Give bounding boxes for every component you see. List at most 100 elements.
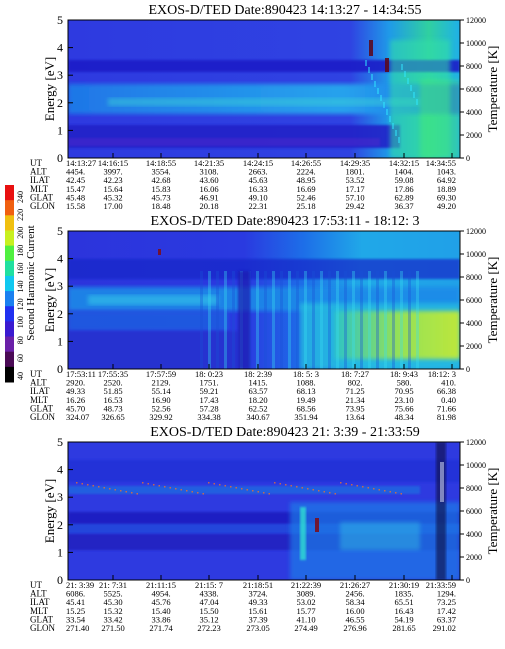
orbit-value: 2224. [296,167,315,177]
orbit-value: 45.76 [151,597,170,607]
x-tick-label: 14:16:15 [98,158,128,168]
orbit-value: 1801. [345,167,364,177]
orbit-value: 36.37 [394,201,413,211]
spectrogram-image-3 [68,442,460,580]
orbit-value: 46.55 [345,614,364,624]
chart-title-3: EXOS-D/TED Date:890423 21: 3:39 - 21:33:… [150,425,419,440]
colorbar-tick-label: 140 [16,281,25,293]
orbit-value: 53.52 [345,175,364,185]
y-tick-label: 3 [57,68,63,82]
colorbar-tick-label: 220 [16,209,25,221]
orbit-row-label-alt: ALT [30,378,47,388]
orbit-value: 16.00 [345,606,364,616]
x-tick-label: 14:13:27 [66,158,96,168]
chart-title-1: EXOS-D/TED Date:890423 14:13:27 - 14:34:… [149,3,422,18]
y-tick-label: 3 [57,490,63,504]
colorbar-tick-label: 200 [16,227,25,239]
x-tick-label: 18: 0:23 [195,369,223,379]
x-tick-label: 14:34:55 [426,158,456,168]
orbit-value: 25.18 [296,201,315,211]
orbit-row-label-glon: GLON [30,623,55,633]
orbit-value: 57.10 [345,192,364,202]
y2-tick-label: 6000 [466,507,482,516]
y-tick-label: 1 [57,545,63,559]
orbit-value: 49.20 [437,201,456,211]
colorbar-tick-label: 120 [16,298,25,310]
y-tick-label: 1 [57,334,63,348]
orbit-value: 63.37 [437,614,456,624]
orbit-value: 17.17 [345,184,364,194]
orbit-value: 71.25 [345,386,364,396]
orbit-row-label-ut: UT [30,580,42,590]
y2-tick-label: 2000 [466,553,482,562]
y2-tick-label: 10000 [466,39,486,48]
y-tick-label: 1 [57,123,63,137]
orbit-value: 334.38 [197,412,220,422]
orbit-value: 46.91 [199,192,218,202]
x-tick-label: 21:18:51 [243,580,273,590]
y2-axis-label-2: Temperature [K] [485,257,500,344]
orbit-value: 42.23 [103,175,122,185]
orbit-row-label-alt: ALT [30,167,47,177]
orbit-value: 291.02 [433,623,456,633]
y2-tick-label: 2000 [466,342,482,351]
orbit-value: 340.67 [246,412,269,422]
orbit-row-label-glon: GLON [30,201,55,211]
orbit-value: 802. [348,378,363,388]
y2-tick-label: 6000 [466,85,482,94]
spectrogram-image-2 [68,231,460,369]
orbit-value: 63.57 [248,386,267,396]
orbit-value: 17.00 [103,201,122,211]
orbit-row-label-ilat: ILAT [30,597,50,607]
orbit-value: 81.98 [437,412,456,422]
orbit-value: 13.64 [345,412,365,422]
orbit-value: 15.47 [66,184,85,194]
y2-tick-label: 12000 [466,16,486,25]
orbit-row-label-glon: GLON [30,412,55,422]
orbit-value: 15.83 [151,184,170,194]
y2-tick-label: 4000 [466,108,482,117]
y2-tick-label: 8000 [466,273,482,282]
x-tick-label: 14:29:35 [340,158,370,168]
orbit-value: 3554. [151,167,170,177]
orbit-table-2: UT 17:53:11 17:55:35 17:57:59 18: 0:23 18: 2:… [30,369,456,422]
colorbar-swatch [5,351,14,368]
orbit-row-label-ilat: ILAT [30,386,50,396]
orbit-value: 5525. [103,589,122,599]
y-tick-label: 2 [57,96,63,110]
y2-tick-label: 10000 [466,461,486,470]
colorbar-swatch [5,185,14,201]
orbit-value: 1404. [394,167,413,177]
colorbar-tick-label: 100 [16,316,25,328]
spectrogram-image-1 [68,20,460,158]
x-tick-label: 14:26:55 [291,158,321,168]
y-axis-label-1: Energy [eV] [42,57,57,121]
colorbar-swatch [5,291,14,307]
orbit-row-label-glat: GLAT [30,403,53,413]
orbit-value: 43.60 [199,175,218,185]
orbit-value: 42.68 [151,175,170,185]
orbit-value: 69.30 [437,192,456,202]
orbit-value: 47.04 [199,597,219,607]
orbit-row-label-glat: GLAT [30,614,53,624]
orbit-row-label-mlt: MLT [30,606,49,616]
orbit-value: 73.95 [345,403,364,413]
x-tick-label: 18: 5: 3 [293,369,319,379]
orbit-value: 271.74 [149,623,173,633]
orbit-value: 1835. [394,589,413,599]
orbit-value: 29.42 [345,201,364,211]
colorbar-tick-label: 40 [16,372,25,380]
orbit-value: 4954. [151,589,170,599]
orbit-value: 16.26 [66,395,85,405]
orbit-value: 15.64 [103,184,123,194]
orbit-value: 16.69 [296,184,315,194]
orbit-value: 19.49 [296,395,315,405]
orbit-value: 276.96 [343,623,366,633]
orbit-value: 326.65 [101,412,124,422]
orbit-value: 21.34 [345,395,365,405]
orbit-value: 2663. [248,167,267,177]
orbit-value: 17.86 [394,184,413,194]
colorbar-swatch [5,336,14,353]
x-tick-label: 21:15: 7 [195,580,223,590]
